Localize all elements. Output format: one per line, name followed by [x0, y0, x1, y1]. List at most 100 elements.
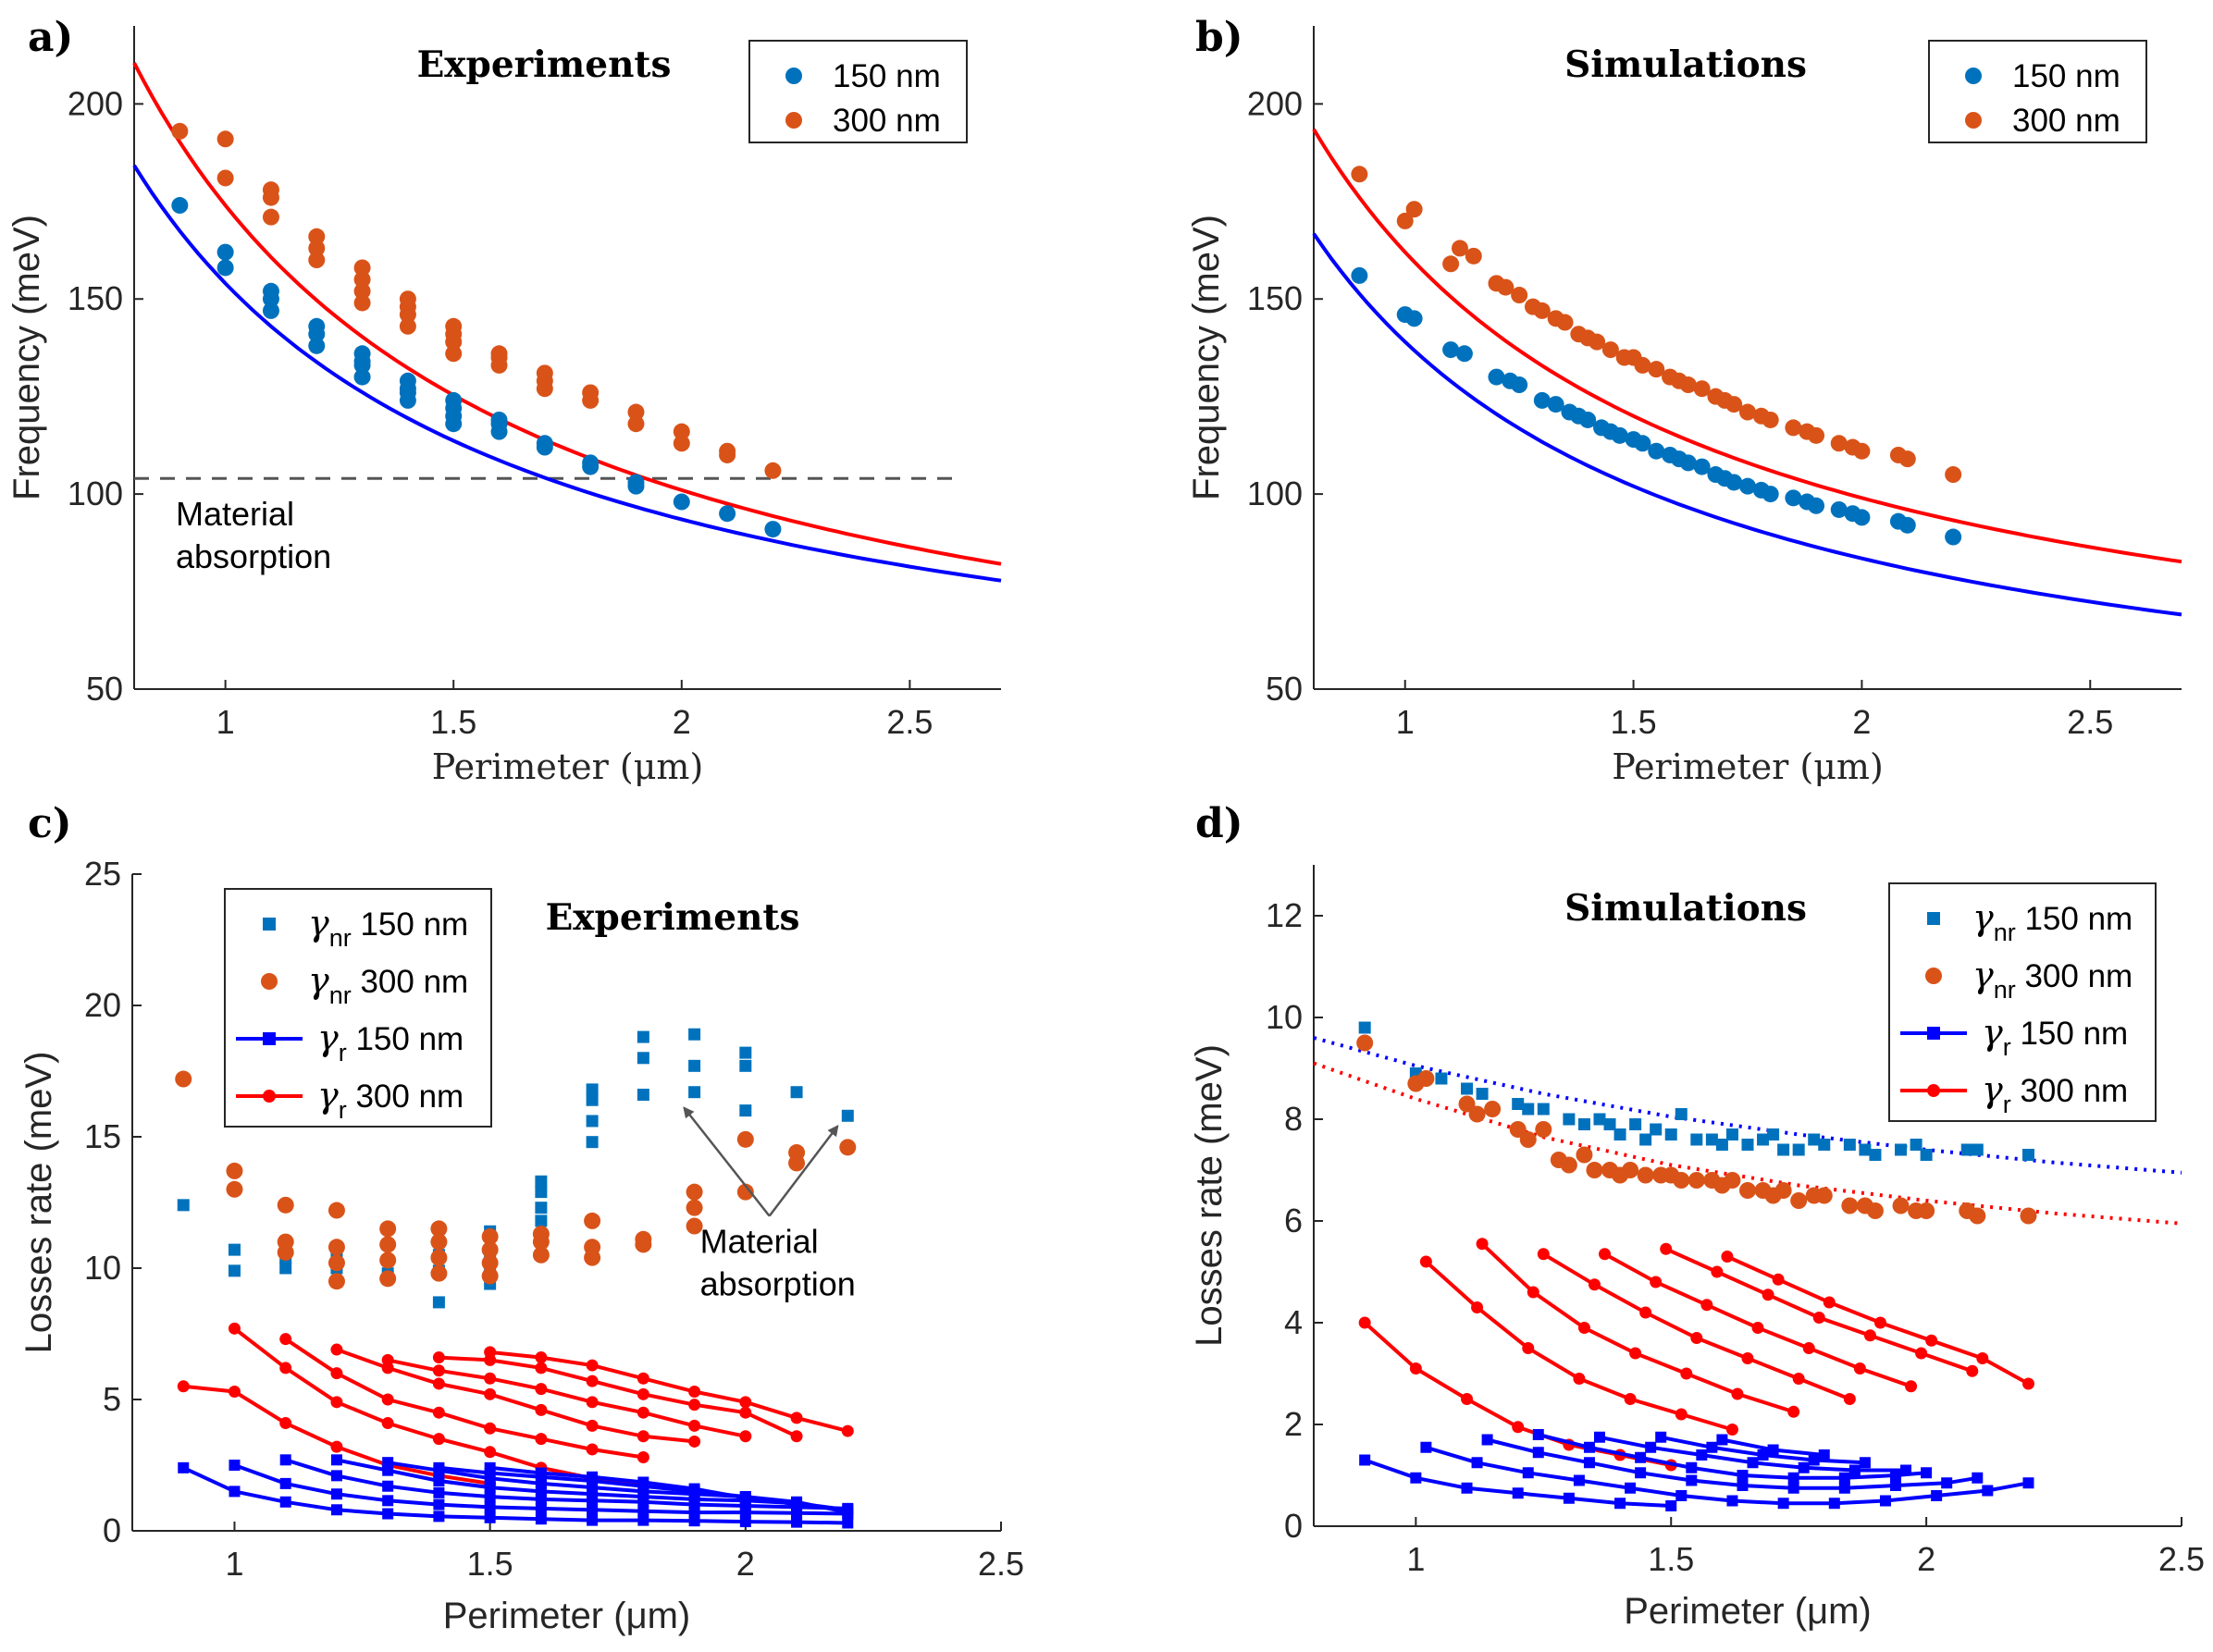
gamma-nr-300nm-point [635, 1236, 652, 1253]
y-tick-label: 200 [68, 84, 123, 122]
gamma-r-150nm-marker [484, 1461, 496, 1473]
gamma-r-300nm-marker [1741, 1352, 1754, 1364]
legend-marker [785, 68, 802, 84]
data-point-300nm [1634, 356, 1651, 374]
data-point-150nm [1488, 368, 1505, 386]
gamma-r-300nm-line [489, 1350, 848, 1434]
gamma-nr-300nm-point [1356, 1034, 1374, 1052]
gamma-r-150nm-marker [1512, 1487, 1524, 1499]
gamma-r-300nm-marker [1409, 1362, 1422, 1375]
data-point-300nm [1465, 247, 1482, 265]
x-tick-label: 1 [1406, 1540, 1425, 1578]
gamma-nr-150nm-point [1650, 1123, 1663, 1136]
data-point-300nm [1762, 411, 1779, 428]
gamma-nr-150nm-point [637, 1052, 649, 1065]
gamma-r-300nm-marker [484, 1422, 497, 1435]
gamma-r-300nm-marker [330, 1396, 343, 1409]
data-point-150nm [445, 415, 463, 433]
gamma-r-150nm-marker [229, 1486, 241, 1498]
gamma-nr-300nm-point [1790, 1192, 1808, 1209]
gamma-nr-150nm-point [1690, 1133, 1703, 1146]
gamma-r-150nm-marker [484, 1501, 496, 1513]
gamma-r-300nm-marker [1700, 1299, 1713, 1312]
gamma-nr-300nm-point [1576, 1146, 1593, 1164]
gamma-r-150nm-marker [1798, 1461, 1810, 1473]
y-tick-label: 8 [1284, 1100, 1303, 1138]
data-point-150nm [1533, 391, 1551, 409]
gamma-r-300nm-marker [484, 1372, 497, 1385]
gamma-nr-300nm-point [1586, 1162, 1603, 1178]
gamma-nr-150nm-point [1859, 1143, 1872, 1156]
gamma-nr-300nm-point [226, 1162, 243, 1179]
gamma-nr-300nm-point [481, 1254, 499, 1272]
gamma-r-150nm-marker [1675, 1490, 1688, 1501]
data-point-300nm [1830, 435, 1848, 452]
data-point-300nm [1785, 419, 1802, 437]
gamma-r-300nm-marker [1762, 1288, 1774, 1301]
gamma-nr-150nm-point [535, 1175, 548, 1188]
legend-marker [1927, 1084, 1940, 1097]
data-point-300nm [262, 208, 279, 226]
gamma-r-150nm-marker [382, 1508, 394, 1520]
data-point-300nm [399, 317, 416, 335]
gamma-r-150nm-marker [1890, 1470, 1902, 1481]
data-point-300nm [1601, 341, 1619, 359]
gamma-r-300nm-marker [1461, 1393, 1474, 1405]
gamma-nr-300nm-point [430, 1264, 448, 1282]
gamma-r-300nm-marker [688, 1435, 701, 1448]
gamma-r-300nm-marker [1721, 1251, 1734, 1263]
gamma-nr-300nm-point [1918, 1202, 1935, 1219]
gamma-r-300nm-marker [1731, 1387, 1744, 1400]
gamma-r-150nm-marker [433, 1510, 445, 1523]
data-point-150nm [1853, 509, 1871, 526]
data-point-300nm [673, 423, 690, 440]
y-tick-label: 0 [1284, 1507, 1303, 1545]
gamma-r-150nm-marker [1972, 1472, 1984, 1484]
gamma-r-300nm-marker [1522, 1342, 1535, 1354]
gamma-r-150nm-marker [382, 1457, 394, 1469]
gamma-r-150nm-marker [637, 1476, 649, 1488]
gamma-r-300nm-marker [1537, 1248, 1550, 1261]
gamma-r-300nm-marker [1471, 1301, 1484, 1313]
data-point-300nm [1351, 166, 1368, 183]
gamma-nr-300nm-point [584, 1212, 601, 1229]
gamma-r-300nm-marker [1976, 1352, 1989, 1364]
fit-line-150nm [132, 164, 1002, 583]
gamma-nr-150nm-point [1603, 1118, 1616, 1130]
gamma-nr-300nm-point [328, 1239, 345, 1256]
gamma-r-150nm-marker [1921, 1467, 1933, 1479]
gamma-r-150nm-marker [1614, 1498, 1626, 1510]
legend-marker [263, 1090, 276, 1103]
gamma-r-150nm-marker [1359, 1454, 1371, 1466]
gamma-r-300nm-marker [637, 1387, 649, 1400]
gamma-nr-300nm-point [379, 1251, 397, 1269]
gamma-nr-300nm-point [1866, 1202, 1884, 1219]
gamma-r-150nm-marker [1859, 1457, 1871, 1469]
gamma-r-150nm-marker [739, 1492, 751, 1504]
gamma-r-300nm-marker [1853, 1362, 1866, 1375]
gamma-r-150nm-marker [587, 1504, 599, 1516]
data-point-150nm [1442, 341, 1460, 359]
gamma-nr-150nm-point [739, 1046, 752, 1059]
gamma-nr-150nm-point [1757, 1133, 1770, 1146]
gamma-nr-300nm-point [481, 1267, 499, 1285]
legend-marker [1965, 112, 1982, 129]
gamma-nr-300nm-point [379, 1236, 397, 1253]
gamma-r-300nm-marker [1812, 1312, 1825, 1324]
gamma-nr-300nm-point [1892, 1197, 1910, 1214]
gamma-r-300nm-marker [1711, 1265, 1724, 1278]
gamma-r-300nm-marker [535, 1403, 548, 1416]
gamma-nr-300nm-point [1815, 1187, 1833, 1204]
gamma-r-150nm-marker [382, 1495, 394, 1507]
gamma-r-150nm-marker [535, 1467, 547, 1479]
gamma-nr-150nm-point [1639, 1133, 1652, 1146]
gamma-nr-300nm-point [686, 1217, 703, 1235]
gamma-r-150nm-marker [1461, 1482, 1473, 1494]
annotation-text: Material [700, 1223, 819, 1261]
x-tick-label: 2.5 [2067, 703, 2113, 741]
legend-label: γnr 300 nm [1972, 955, 2133, 1004]
gamma-r-150nm-marker [1838, 1482, 1850, 1494]
annotation-text: absorption [176, 537, 331, 575]
gamma-nr-300nm-point [481, 1241, 499, 1259]
gamma-nr-300nm-point [379, 1220, 397, 1238]
